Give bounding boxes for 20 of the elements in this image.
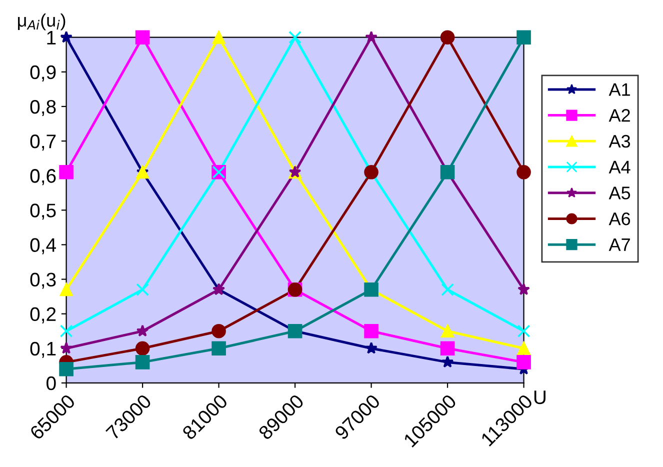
y-tick-label: 0,9 [30,65,56,82]
y-axis-title: μ$_{Ai}$(u$_{i}$) [18,13,66,30]
x-axis-title: U [534,390,546,404]
legend-label: A2 [608,109,630,122]
y-tick-label: 0,8 [30,100,56,116]
legend-label: A3 [608,134,630,148]
legend-label: A7 [608,238,630,251]
y-tick-label: 0,7 [30,134,56,151]
legend-label: A6 [608,212,630,226]
y-tick-label: 0 [46,376,56,390]
y-tick-label: 0,1 [30,342,56,358]
legend-label: A4 [608,160,630,174]
y-tick-label: 0,4 [30,238,56,254]
y-tick-label: 1 [47,31,56,44]
y-tick-label: 0,2 [30,307,56,324]
y-tick-label: 0,3 [30,272,56,289]
y-tick-label: 0,5 [30,204,56,220]
legend-label: A5 [608,186,630,200]
y-tick-label: 0,6 [30,169,56,186]
legend-label: A1 [608,83,630,96]
